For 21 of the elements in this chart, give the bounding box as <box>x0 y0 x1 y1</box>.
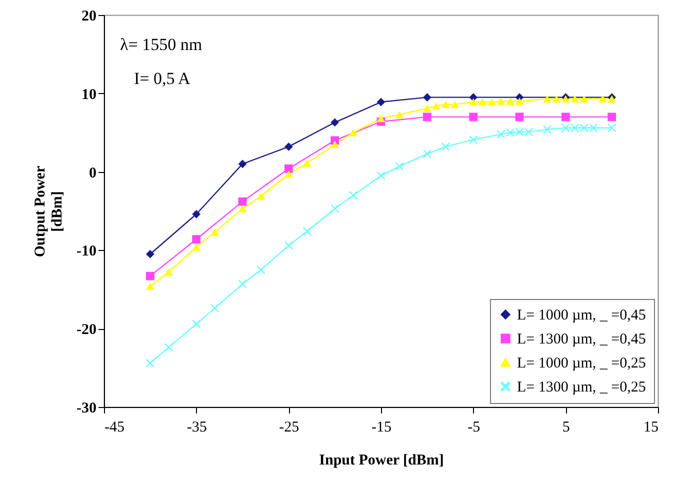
x-axis-title: Input Power [dBm] <box>319 452 444 468</box>
y-tick-label: 20 <box>82 8 96 24</box>
legend-label: L= 1300 µm, _ =0,45 <box>517 332 646 348</box>
x-tick-label: 5 <box>562 420 570 436</box>
x-tick-label: -5 <box>468 420 480 436</box>
y-tick-label: 0 <box>89 165 96 182</box>
legend-label: L= 1000 µm, _ =0,25 <box>517 356 646 372</box>
legend-label: L= 1000 µm, _ =0,45 <box>517 308 646 324</box>
x-tick-label: -45 <box>104 420 124 436</box>
legend-label: L= 1300 µm, _ =0,25 <box>517 380 646 396</box>
x-tick-label: -35 <box>186 420 207 436</box>
y-tick-label: -30 <box>76 400 96 416</box>
y-axis-title: Output Power [dBm] <box>32 166 66 258</box>
annotation: λ= 1550 nm <box>120 35 202 54</box>
x-tick-label: -15 <box>372 420 392 436</box>
x-tick-label: 15 <box>644 420 658 436</box>
y-tick-label: -10 <box>76 244 96 260</box>
x-tick-label: -25 <box>279 420 300 436</box>
y-tick-label: -20 <box>76 322 96 338</box>
y-tick-label: 10 <box>82 86 96 103</box>
annotation: I= 0,5 A <box>134 69 192 88</box>
